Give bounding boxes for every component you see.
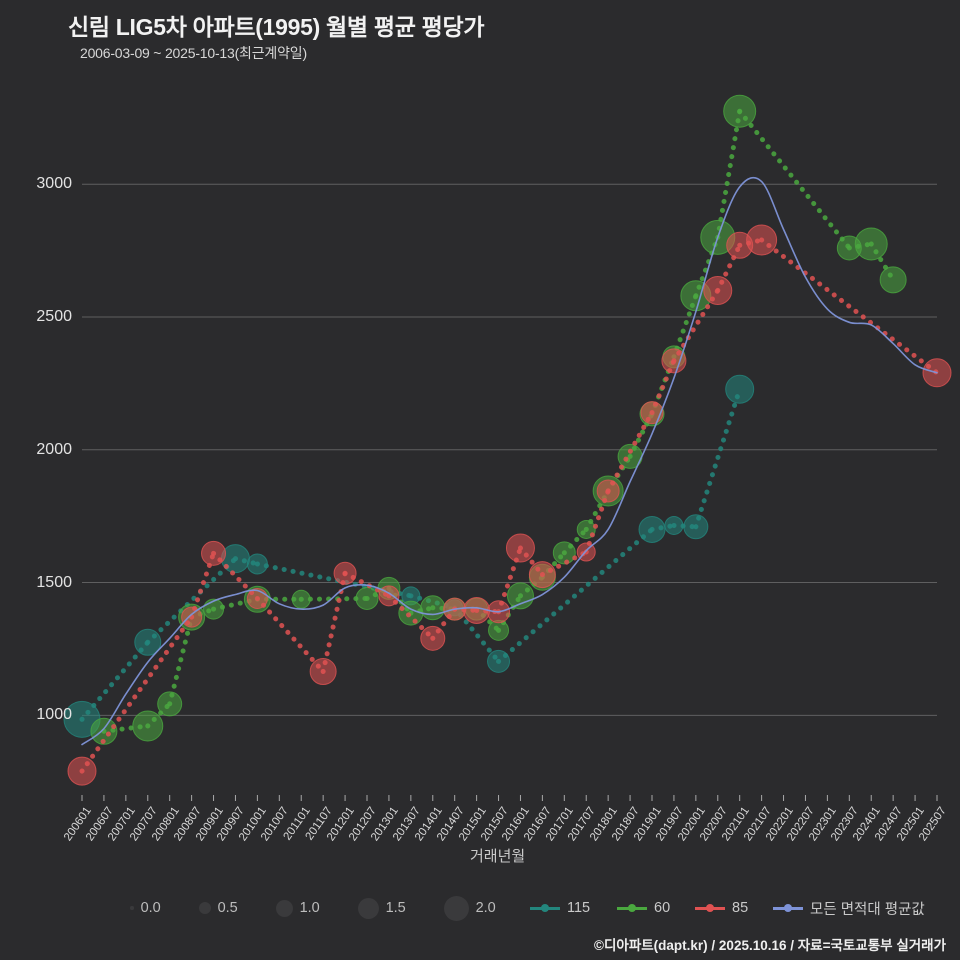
data-bubble[interactable]	[90, 717, 118, 745]
legend-size-item: 1.0	[275, 893, 320, 923]
data-bubble[interactable]	[703, 275, 733, 305]
legend-series-marker-icon	[695, 902, 725, 914]
y-tick-label: 2500	[36, 308, 72, 325]
data-bubble[interactable]	[725, 374, 755, 404]
data-bubble[interactable]	[246, 553, 268, 575]
legend-size-label: 0.5	[217, 900, 238, 916]
legend-size-item: 2.0	[443, 893, 496, 923]
data-bubble[interactable]	[291, 589, 311, 609]
data-bubble[interactable]	[638, 515, 666, 543]
legend-series-label: 115	[567, 900, 591, 916]
data-bubble[interactable]	[487, 649, 511, 673]
series-115	[63, 374, 755, 738]
legend-series-item-115[interactable]: 115	[530, 893, 590, 923]
data-bubble[interactable]	[355, 586, 379, 610]
series-85	[67, 224, 952, 786]
series-layer	[63, 94, 952, 786]
legend-size-label: 0.0	[140, 900, 161, 916]
data-bubble[interactable]	[132, 710, 164, 742]
data-bubble[interactable]	[134, 628, 162, 656]
legend-series-item-모든-면적대-평균값[interactable]: 모든 면적대 평균값	[773, 893, 925, 923]
legend-series-item-85[interactable]: 85	[695, 893, 748, 923]
legend-size-item: 1.5	[357, 893, 406, 923]
x-tick-marks	[81, 795, 938, 801]
data-bubble[interactable]	[157, 691, 183, 717]
series-모든-면적대-평균값	[81, 176, 938, 746]
footer-credit: ©디아파트(dapt.kr) / 2025.10.16 / 자료=국토교통부 실…	[594, 938, 946, 953]
legend-series-marker-icon	[530, 902, 560, 914]
data-bubble[interactable]	[181, 606, 203, 628]
y-tick-label: 1500	[36, 573, 72, 591]
legend-size-dot-icon	[198, 902, 211, 914]
data-bubble[interactable]	[420, 595, 446, 621]
data-bubble[interactable]	[203, 598, 225, 620]
data-bubble[interactable]	[246, 587, 268, 609]
data-bubble[interactable]	[664, 515, 684, 535]
y-tick-label: 2000	[36, 440, 72, 458]
legend-series-marker-icon	[617, 902, 647, 914]
data-bubble[interactable]	[506, 582, 534, 610]
data-bubble[interactable]	[723, 94, 757, 128]
legend-series-label: 85	[732, 900, 749, 916]
data-bubble[interactable]	[879, 266, 907, 294]
legend-size-dot-icon	[357, 897, 379, 919]
legend-size-item: 0.0	[130, 893, 161, 923]
data-bubble[interactable]	[420, 625, 446, 651]
x-axis-title: 거래년월	[470, 848, 526, 865]
page-title: 신림 LIG5차 아파트(1995) 월별 평균 평당가	[68, 14, 485, 40]
data-bubble[interactable]	[552, 541, 576, 565]
data-bubble[interactable]	[746, 224, 778, 256]
legend-series-label: 모든 면적대 평균값	[810, 901, 925, 918]
legend-series-label: 60	[654, 900, 671, 916]
data-bubble[interactable]	[596, 479, 620, 503]
legend-size-dot-icon	[443, 895, 469, 921]
data-bubble[interactable]	[661, 348, 687, 374]
legend-series-item-60[interactable]: 60	[617, 893, 670, 923]
data-bubble[interactable]	[505, 533, 535, 563]
legend-size-label: 1.5	[385, 900, 406, 916]
data-bubble[interactable]	[683, 514, 709, 540]
series-60	[90, 94, 907, 745]
gridlines	[82, 183, 937, 716]
legend-size-item: 0.5	[198, 893, 238, 923]
legend-size-dot-icon	[275, 899, 293, 917]
y-tick-label: 3000	[36, 175, 72, 193]
legend-size-dot-icon	[130, 906, 134, 910]
legend-series-marker-icon	[773, 902, 803, 914]
data-bubble[interactable]	[333, 561, 357, 585]
data-bubble[interactable]	[67, 756, 97, 786]
chart-subtitle: 2006-03-09 ~ 2025-10-13(최근계약일)	[80, 45, 307, 61]
data-bubble[interactable]	[854, 227, 888, 261]
legend-size-label: 1.0	[299, 900, 320, 916]
chart-legend: 0.0 0.5 1.0 1.5 2.0 115 60 85 모든 면적대 평균값	[0, 893, 960, 923]
data-bubble[interactable]	[309, 658, 337, 686]
data-bubble[interactable]	[528, 561, 556, 589]
y-tick-label: 1000	[36, 706, 72, 724]
data-bubble[interactable]	[640, 401, 664, 425]
legend-size-label: 2.0	[475, 900, 496, 916]
data-bubble[interactable]	[488, 619, 510, 641]
data-bubble[interactable]	[201, 540, 227, 566]
